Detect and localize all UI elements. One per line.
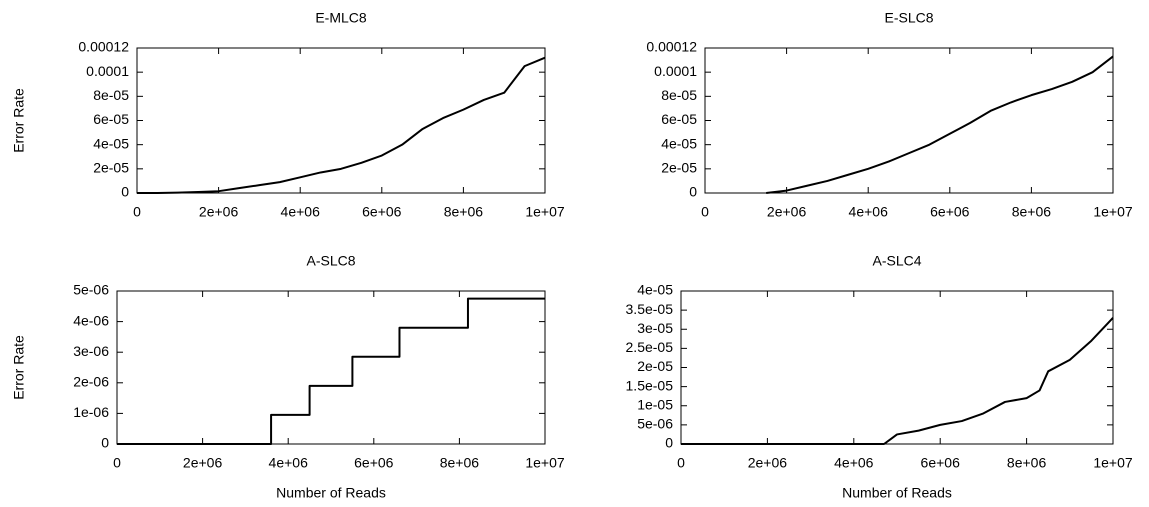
y-tick-label: 5e-06 [73, 282, 109, 298]
x-tick-label: 8e+06 [440, 455, 480, 471]
x-tick-label: 6e+06 [921, 455, 961, 471]
x-tick-label: 6e+06 [354, 455, 394, 471]
y-tick-label: 2.5e-05 [626, 339, 674, 355]
y-tick-label: 5e-06 [637, 416, 673, 432]
data-line [137, 56, 546, 194]
x-tick-label: 6e+06 [930, 204, 970, 220]
x-tick-label: 8e+06 [1007, 455, 1047, 471]
y-tick-label: 4e-05 [637, 282, 673, 298]
x-tick-label: 4e+06 [269, 455, 309, 471]
y-tick-label: 0.0001 [86, 63, 129, 79]
x-tick-label: 8e+06 [444, 204, 484, 220]
y-tick-label: 2e-06 [73, 374, 109, 390]
y-tick-label: 0 [665, 435, 673, 451]
y-tick-label: 2e-05 [661, 160, 697, 176]
x-tick-label: 6e+06 [362, 204, 402, 220]
y-tick-label: 6e-05 [661, 111, 697, 127]
y-tick-label: 4e-06 [73, 312, 109, 328]
plot-frame [136, 47, 546, 194]
x-tick-label: 2e+06 [767, 204, 807, 220]
x-tick-label: 8e+06 [1012, 204, 1052, 220]
x-tick-label: 1e+07 [525, 204, 565, 220]
x-tick-label: 4e+06 [281, 204, 321, 220]
y-tick-label: 2e-05 [637, 358, 673, 374]
x-tick-label: 2e+06 [183, 455, 223, 471]
plot-frame [116, 290, 546, 445]
y-tick-label: 1.5e-05 [626, 377, 674, 393]
y-tick-label: 4e-05 [93, 135, 129, 151]
data-line [681, 317, 1114, 445]
y-tick-label: 0.0001 [654, 63, 697, 79]
x-tick-label: 0 [113, 455, 121, 471]
plot-frame [704, 47, 1114, 194]
y-tick-label: 4e-05 [661, 135, 697, 151]
x-tick-label: 4e+06 [849, 204, 889, 220]
y-tick-label: 0 [689, 184, 697, 200]
y-axis-label: Error Rate [11, 88, 27, 153]
data-line [117, 297, 545, 445]
data-line [766, 55, 1114, 194]
x-tick-label: 0 [701, 204, 709, 220]
x-tick-label: 1e+07 [1093, 204, 1133, 220]
x-tick-label: 1e+07 [1093, 455, 1133, 471]
y-tick-label: 1e-05 [637, 396, 673, 412]
y-tick-label: 8e-05 [661, 87, 697, 103]
x-tick-label: 0 [133, 204, 141, 220]
y-tick-label: 8e-05 [93, 87, 129, 103]
chart-title: E-MLC8 [315, 10, 367, 26]
chart-title: A-SLC8 [306, 253, 355, 269]
y-tick-label: 3e-05 [637, 320, 673, 336]
chart-title: A-SLC4 [872, 253, 921, 269]
x-axis-label: Number of Reads [842, 485, 952, 501]
x-axis-label: Number of Reads [276, 485, 386, 501]
x-tick-label: 0 [677, 455, 685, 471]
x-tick-label: 4e+06 [834, 455, 874, 471]
plot-frame [680, 290, 1114, 445]
x-tick-label: 2e+06 [199, 204, 239, 220]
chart-title: E-SLC8 [884, 10, 933, 26]
y-tick-label: 0.00012 [646, 39, 697, 55]
x-tick-label: 2e+06 [748, 455, 788, 471]
y-tick-label: 3e-06 [73, 343, 109, 359]
y-tick-label: 6e-05 [93, 111, 129, 127]
y-tick-label: 1e-06 [73, 404, 109, 420]
y-tick-label: 2e-05 [93, 160, 129, 176]
y-axis-label: Error Rate [11, 335, 27, 400]
y-tick-label: 0.00012 [78, 39, 129, 55]
y-tick-label: 0 [121, 184, 129, 200]
y-tick-label: 3.5e-05 [626, 301, 674, 317]
x-tick-label: 1e+07 [525, 455, 565, 471]
y-tick-label: 0 [101, 435, 109, 451]
